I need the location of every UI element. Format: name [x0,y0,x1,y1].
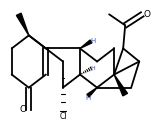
Polygon shape [87,88,97,97]
Polygon shape [80,40,92,48]
Polygon shape [16,13,29,35]
Text: O: O [144,10,151,19]
Text: H: H [90,38,96,44]
Polygon shape [114,74,128,96]
Text: H: H [85,95,91,101]
Text: O: O [20,105,27,114]
Text: H: H [91,66,95,71]
Text: Cl: Cl [59,112,67,121]
